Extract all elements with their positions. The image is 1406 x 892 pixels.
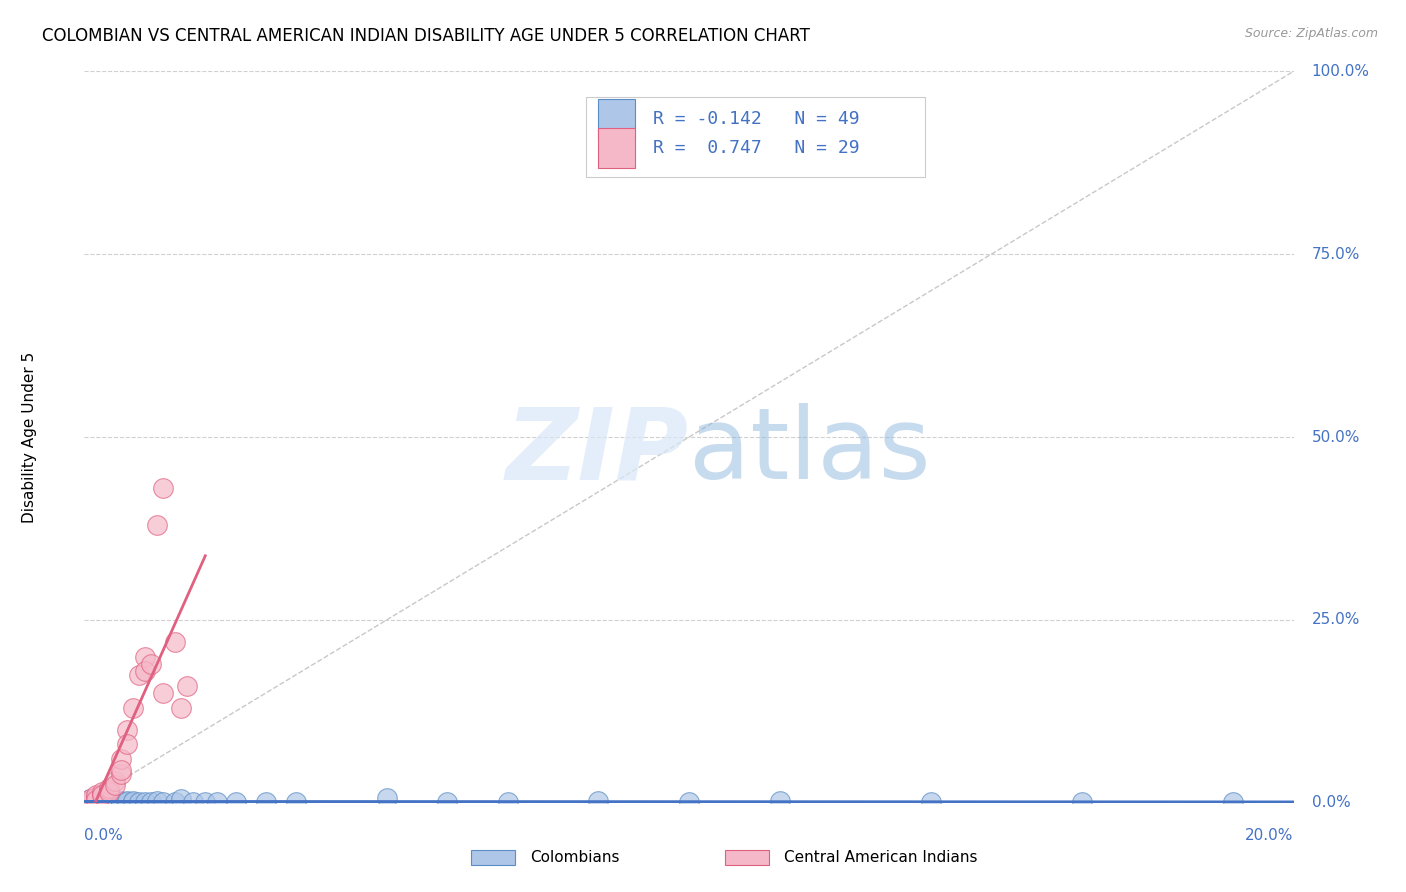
Point xyxy=(97,781,120,796)
Text: R =  0.747   N = 29: R = 0.747 N = 29 xyxy=(652,139,859,157)
Point xyxy=(104,773,127,788)
Text: 20.0%: 20.0% xyxy=(1246,829,1294,844)
Point xyxy=(110,795,132,809)
Point xyxy=(115,795,138,809)
Point xyxy=(79,792,101,806)
Text: 0.0%: 0.0% xyxy=(84,829,124,844)
Point xyxy=(134,649,156,664)
Point xyxy=(139,657,162,671)
Point xyxy=(110,795,132,809)
Point xyxy=(436,795,458,809)
Point xyxy=(121,794,143,808)
Point xyxy=(86,789,108,804)
Point xyxy=(181,795,204,809)
FancyBboxPatch shape xyxy=(599,128,634,169)
Text: Disability Age Under 5: Disability Age Under 5 xyxy=(22,351,38,523)
Point xyxy=(79,792,101,806)
Text: 50.0%: 50.0% xyxy=(1312,430,1360,444)
Point xyxy=(104,794,127,808)
Point xyxy=(1222,795,1244,809)
Point xyxy=(496,795,519,809)
Point xyxy=(91,787,114,801)
Point xyxy=(91,795,114,809)
Point xyxy=(104,795,127,809)
Point xyxy=(91,795,114,809)
Point xyxy=(91,794,114,808)
Text: ZIP: ZIP xyxy=(506,403,689,500)
Point xyxy=(79,794,101,808)
Point xyxy=(97,782,120,797)
Point xyxy=(152,795,174,809)
Text: R = -0.142   N = 49: R = -0.142 N = 49 xyxy=(652,110,859,128)
FancyBboxPatch shape xyxy=(599,99,634,139)
FancyBboxPatch shape xyxy=(586,97,925,178)
Point xyxy=(375,790,398,805)
Point xyxy=(194,795,217,809)
Text: Central American Indians: Central American Indians xyxy=(783,850,977,865)
Point xyxy=(678,795,700,809)
Text: 100.0%: 100.0% xyxy=(1312,64,1369,78)
Point xyxy=(1071,795,1094,809)
Point xyxy=(86,793,108,807)
Point xyxy=(91,785,114,799)
Point xyxy=(91,794,114,808)
Point xyxy=(110,766,132,780)
Point xyxy=(104,777,127,792)
Point xyxy=(134,664,156,678)
Point xyxy=(104,795,127,809)
Text: 25.0%: 25.0% xyxy=(1312,613,1360,627)
Point xyxy=(97,794,120,808)
Point xyxy=(97,795,120,809)
Point xyxy=(79,794,101,808)
Point xyxy=(176,679,198,693)
Point xyxy=(86,794,108,808)
Point xyxy=(91,789,114,803)
Point xyxy=(110,763,132,777)
Point xyxy=(146,794,169,808)
Point xyxy=(97,794,120,808)
FancyBboxPatch shape xyxy=(725,850,769,865)
Point xyxy=(97,795,120,809)
Point xyxy=(104,795,127,809)
Text: Source: ZipAtlas.com: Source: ZipAtlas.com xyxy=(1244,27,1378,40)
Point xyxy=(121,795,143,809)
Point xyxy=(588,794,610,808)
Text: atlas: atlas xyxy=(689,403,931,500)
Point xyxy=(115,737,138,751)
Point xyxy=(128,795,150,809)
Point xyxy=(163,635,186,649)
Point xyxy=(86,795,108,809)
Point xyxy=(146,517,169,532)
Point xyxy=(115,723,138,737)
Point xyxy=(163,795,186,809)
Point xyxy=(79,794,101,808)
Point xyxy=(121,700,143,714)
Point xyxy=(134,795,156,809)
Point xyxy=(170,700,193,714)
Point xyxy=(97,785,120,799)
Point xyxy=(110,794,132,808)
Point xyxy=(110,752,132,766)
Point xyxy=(207,795,229,809)
Point xyxy=(225,795,247,809)
Point xyxy=(97,794,120,808)
FancyBboxPatch shape xyxy=(471,850,516,865)
Text: 75.0%: 75.0% xyxy=(1312,247,1360,261)
Point xyxy=(920,795,942,809)
Point xyxy=(284,795,308,809)
Text: COLOMBIAN VS CENTRAL AMERICAN INDIAN DISABILITY AGE UNDER 5 CORRELATION CHART: COLOMBIAN VS CENTRAL AMERICAN INDIAN DIS… xyxy=(42,27,810,45)
Point xyxy=(86,793,108,807)
Point xyxy=(115,794,138,808)
Point xyxy=(254,795,277,809)
Point xyxy=(170,792,193,806)
Point xyxy=(104,794,127,808)
Point xyxy=(128,667,150,681)
Text: Colombians: Colombians xyxy=(530,850,619,865)
Point xyxy=(152,686,174,700)
Point xyxy=(139,795,162,809)
Text: 0.0%: 0.0% xyxy=(1312,796,1350,810)
Point xyxy=(86,789,108,803)
Point xyxy=(152,481,174,495)
Point xyxy=(769,794,792,808)
